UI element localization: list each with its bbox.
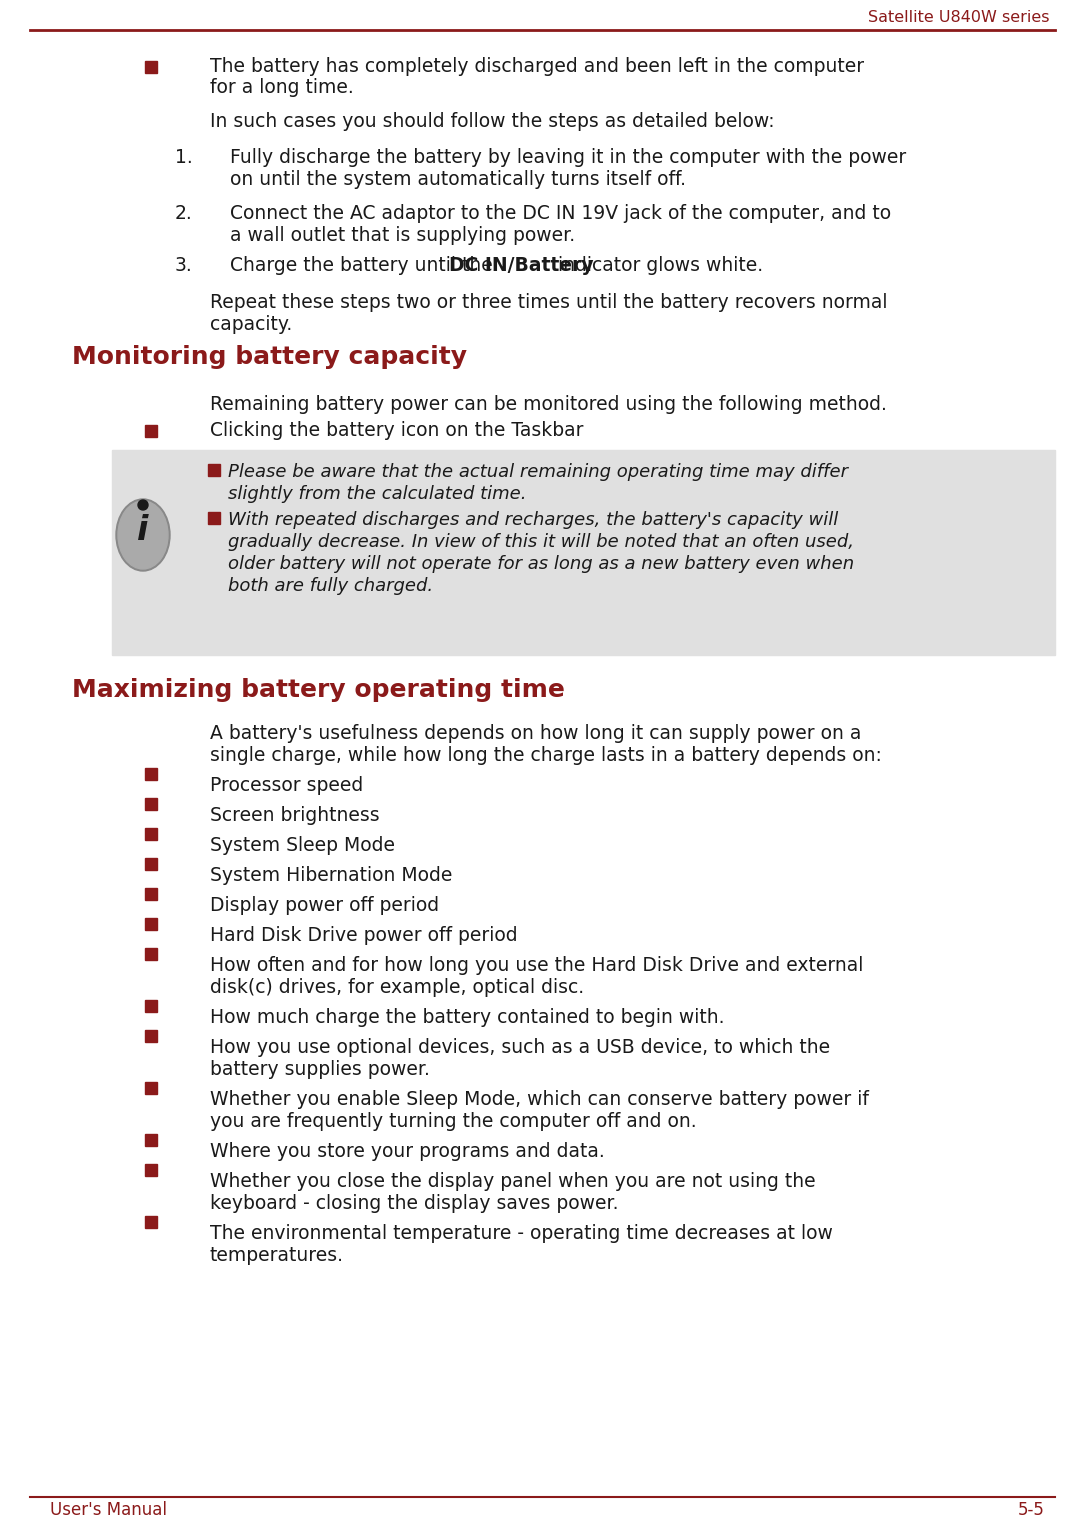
Text: for a long time.: for a long time. — [210, 78, 354, 97]
Text: How often and for how long you use the Hard Disk Drive and external: How often and for how long you use the H… — [210, 957, 863, 975]
Bar — [145, 1030, 157, 1042]
Bar — [208, 513, 220, 525]
Text: The environmental temperature - operating time decreases at low: The environmental temperature - operatin… — [210, 1224, 833, 1243]
Text: older battery will not operate for as long as a new battery even when: older battery will not operate for as lo… — [228, 555, 854, 573]
Text: Maximizing battery operating time: Maximizing battery operating time — [72, 678, 565, 703]
Text: Remaining battery power can be monitored using the following method.: Remaining battery power can be monitored… — [210, 395, 887, 414]
Bar — [145, 61, 157, 73]
Text: disk(c) drives, for example, optical disc.: disk(c) drives, for example, optical dis… — [210, 978, 584, 996]
Text: A battery's usefulness depends on how long it can supply power on a: A battery's usefulness depends on how lo… — [210, 724, 862, 742]
Bar — [145, 858, 157, 870]
Text: gradually decrease. In view of this it will be noted that an often used,: gradually decrease. In view of this it w… — [228, 532, 854, 551]
Text: Charge the battery until the: Charge the battery until the — [230, 256, 499, 275]
Text: System Hibernation Mode: System Hibernation Mode — [210, 865, 453, 885]
Bar — [145, 1081, 157, 1094]
Bar — [208, 464, 220, 476]
Text: The battery has completely discharged and been left in the computer: The battery has completely discharged an… — [210, 56, 864, 76]
Text: DC IN/Battery: DC IN/Battery — [449, 256, 594, 275]
Bar — [145, 827, 157, 840]
Text: you are frequently turning the computer off and on.: you are frequently turning the computer … — [210, 1112, 697, 1132]
Bar — [145, 1164, 157, 1176]
Text: System Sleep Mode: System Sleep Mode — [210, 837, 395, 855]
Bar — [145, 1135, 157, 1145]
Text: Satellite U840W series: Satellite U840W series — [868, 11, 1050, 26]
Text: single charge, while how long the charge lasts in a battery depends on:: single charge, while how long the charge… — [210, 745, 882, 765]
Text: both are fully charged.: both are fully charged. — [228, 576, 433, 595]
Text: User's Manual: User's Manual — [50, 1501, 167, 1519]
Bar — [112, 450, 1055, 656]
Text: 3.: 3. — [175, 256, 192, 275]
Ellipse shape — [116, 499, 170, 570]
Text: keyboard - closing the display saves power.: keyboard - closing the display saves pow… — [210, 1194, 619, 1214]
Text: temperatures.: temperatures. — [210, 1246, 345, 1265]
Text: Monitoring battery capacity: Monitoring battery capacity — [72, 345, 467, 370]
Text: 2.: 2. — [175, 204, 192, 224]
Text: With repeated discharges and recharges, the battery's capacity will: With repeated discharges and recharges, … — [228, 511, 838, 529]
Text: slightly from the calculated time.: slightly from the calculated time. — [228, 485, 527, 503]
Text: In such cases you should follow the steps as detailed below:: In such cases you should follow the step… — [210, 113, 774, 131]
Bar — [145, 799, 157, 811]
Text: Whether you close the display panel when you are not using the: Whether you close the display panel when… — [210, 1173, 815, 1191]
Text: a wall outlet that is supplying power.: a wall outlet that is supplying power. — [230, 227, 576, 245]
Text: Display power off period: Display power off period — [210, 896, 440, 916]
Text: Connect the AC adaptor to the DC IN 19V jack of the computer, and to: Connect the AC adaptor to the DC IN 19V … — [230, 204, 891, 224]
Bar — [145, 768, 157, 780]
Text: Where you store your programs and data.: Where you store your programs and data. — [210, 1142, 605, 1161]
Text: Screen brightness: Screen brightness — [210, 806, 380, 824]
Text: Repeat these steps two or three times until the battery recovers normal: Repeat these steps two or three times un… — [210, 294, 888, 312]
Bar — [145, 919, 157, 929]
Text: How much charge the battery contained to begin with.: How much charge the battery contained to… — [210, 1008, 725, 1027]
Ellipse shape — [118, 500, 168, 569]
Text: Hard Disk Drive power off period: Hard Disk Drive power off period — [210, 926, 517, 945]
Text: 1.: 1. — [175, 148, 192, 167]
Text: Clicking the battery icon on the Taskbar: Clicking the battery icon on the Taskbar — [210, 421, 583, 440]
Text: How you use optional devices, such as a USB device, to which the: How you use optional devices, such as a … — [210, 1037, 831, 1057]
Bar — [145, 888, 157, 900]
Text: battery supplies power.: battery supplies power. — [210, 1060, 430, 1078]
Bar — [145, 999, 157, 1011]
Bar — [145, 424, 157, 437]
Text: Fully discharge the battery by leaving it in the computer with the power: Fully discharge the battery by leaving i… — [230, 148, 906, 167]
Text: 5-5: 5-5 — [1018, 1501, 1045, 1519]
Bar — [145, 1215, 157, 1227]
Text: Please be aware that the actual remaining operating time may differ: Please be aware that the actual remainin… — [228, 462, 848, 481]
Text: capacity.: capacity. — [210, 315, 293, 335]
Circle shape — [138, 500, 148, 510]
Text: Whether you enable Sleep Mode, which can conserve battery power if: Whether you enable Sleep Mode, which can… — [210, 1091, 869, 1109]
Text: i: i — [137, 514, 149, 546]
Text: indicator glows white.: indicator glows white. — [552, 256, 764, 275]
Bar — [145, 948, 157, 960]
Text: Processor speed: Processor speed — [210, 776, 363, 795]
Text: on until the system automatically turns itself off.: on until the system automatically turns … — [230, 170, 686, 189]
